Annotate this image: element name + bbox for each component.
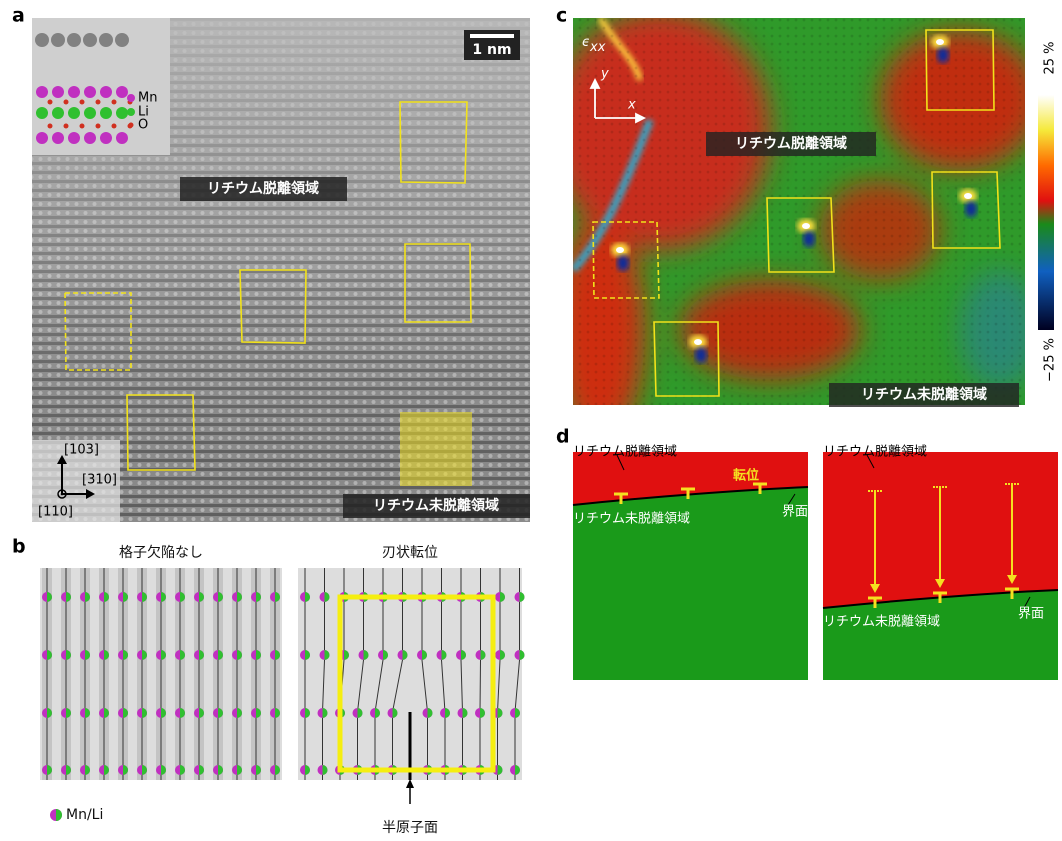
atom: [52, 107, 64, 119]
atom: [36, 86, 48, 98]
colorbar-label: 25 %: [1043, 41, 1058, 74]
strain-map: [550, 10, 1040, 440]
panel-label: d: [556, 426, 570, 448]
atom: [96, 100, 101, 105]
region-label: リチウム脱離領域: [823, 444, 927, 460]
figure: a Mn Li O 1 nm リチウム脱離領域 リチウム未脱離領域 [103] …: [0, 0, 1062, 841]
atom: [84, 132, 96, 144]
lattice-dislocation: [298, 568, 525, 780]
crystal-axes: [103] [310] [110]: [32, 440, 120, 522]
legend-marker: [56, 809, 62, 821]
panel-label: c: [556, 5, 567, 27]
colorbar: [1038, 95, 1054, 330]
colorbar-label: −25 %: [1043, 338, 1058, 382]
dipole-compressive: [617, 255, 629, 271]
atom: [112, 124, 117, 129]
region-label: リチウム脱離領域: [735, 135, 847, 152]
atom: [67, 33, 81, 47]
atom: [68, 86, 80, 98]
atom: [100, 132, 112, 144]
atom: [80, 124, 85, 129]
atom: [64, 100, 69, 105]
atom: [520, 650, 525, 660]
atom: [68, 132, 80, 144]
atom: [51, 33, 65, 47]
atom: [83, 33, 97, 47]
symbol-main: ϵ: [582, 35, 590, 50]
atom: [35, 33, 49, 47]
atom: [52, 86, 64, 98]
dipole-core: [616, 247, 624, 253]
atom: [100, 107, 112, 119]
legend-text: O: [138, 118, 148, 133]
axis-label: [110]: [38, 505, 73, 520]
annotation: 界面: [782, 505, 808, 520]
annotation: 半原子面: [382, 820, 438, 836]
atom: [68, 107, 80, 119]
inset: Mn Li O: [32, 18, 170, 155]
axis-label: [310]: [82, 473, 117, 488]
lattice-perfect: [40, 568, 282, 780]
dipole-compressive: [937, 47, 949, 63]
atom: [116, 86, 128, 98]
panel-title: 格子欠陥なし: [119, 544, 203, 561]
atom: [84, 107, 96, 119]
dipole-compressive: [965, 201, 977, 217]
axis-label: x: [627, 98, 636, 113]
dipole-compressive: [803, 231, 815, 247]
dipole-core: [694, 339, 702, 345]
legend-text: Mn: [138, 91, 157, 106]
region-label: リチウム未脱離領域: [573, 511, 690, 527]
atom: [48, 100, 53, 105]
region-label: リチウム未脱離領域: [373, 497, 499, 514]
atom: [52, 132, 64, 144]
annotation: 界面: [1018, 607, 1044, 622]
arrow-head: [406, 779, 414, 788]
schematic-left: [573, 452, 808, 680]
axis-label: y: [600, 67, 609, 82]
region-label: リチウム未脱離領域: [823, 614, 940, 630]
atom: [112, 100, 117, 105]
axis-label: [103]: [64, 443, 99, 458]
atom: [64, 124, 69, 129]
schematic-right: [823, 452, 1058, 680]
legend-text: Mn/Li: [66, 807, 103, 823]
symbol-sub: xx: [589, 40, 606, 55]
panel-title: 刃状転位: [382, 545, 438, 561]
atom: [48, 124, 53, 129]
atom: [116, 107, 128, 119]
dipole-core: [936, 39, 944, 45]
atom: [520, 592, 525, 602]
region-label: リチウム脱離領域: [207, 180, 319, 197]
dipole-core: [964, 193, 972, 199]
annotation: 転位: [733, 468, 759, 484]
region-label: リチウム脱離領域: [573, 444, 677, 460]
atom: [36, 132, 48, 144]
atom: [115, 33, 129, 47]
region-label: リチウム未脱離領域: [861, 386, 987, 403]
dipole-core: [802, 223, 810, 229]
atom: [36, 107, 48, 119]
atom: [116, 132, 128, 144]
scale-bar-label: 1 nm: [472, 42, 511, 58]
panel-label: a: [12, 5, 25, 27]
atom: [84, 86, 96, 98]
atom: [96, 124, 101, 129]
panel-label: b: [12, 536, 26, 558]
dipole-compressive: [695, 347, 707, 363]
atom: [80, 100, 85, 105]
atom: [99, 33, 113, 47]
atom: [100, 86, 112, 98]
